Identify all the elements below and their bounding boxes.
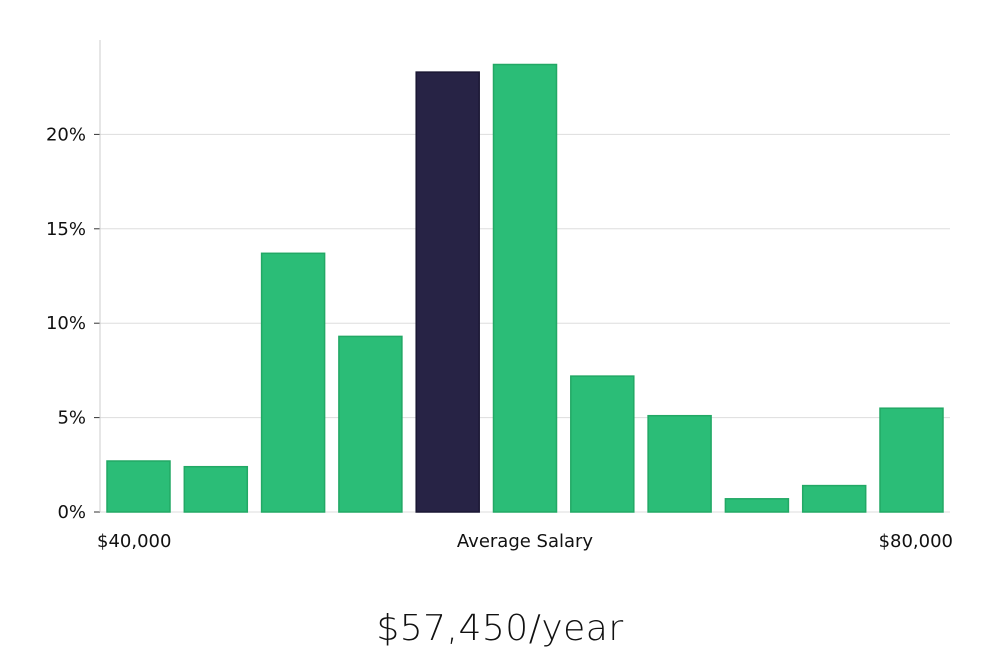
x-max-label: $80,000: [879, 531, 953, 552]
x-axis-title: Average Salary: [457, 531, 594, 552]
bar-highlighted-average: [415, 71, 480, 513]
bar: [724, 498, 790, 513]
bar: [570, 375, 635, 513]
bar: [106, 460, 171, 513]
salary-histogram: 0% 5% 10% 15% 20% $40,000 Average Salary $80…: [46, 40, 953, 552]
y-tick-label: 15%: [46, 219, 86, 240]
bars: [106, 63, 944, 513]
average-salary-value: $57,450/year: [376, 608, 624, 649]
bar: [492, 63, 558, 513]
y-tick-label: 0%: [57, 502, 86, 523]
bar: [879, 407, 944, 513]
y-tick-label: 5%: [57, 408, 86, 429]
y-axis-ticks: 0% 5% 10% 15% 20%: [46, 124, 100, 523]
x-min-label: $40,000: [97, 531, 171, 552]
y-tick-label: 10%: [46, 313, 86, 334]
bar: [183, 465, 249, 513]
bar: [801, 484, 867, 513]
bar: [260, 252, 326, 513]
y-tick-label: 20%: [46, 124, 86, 145]
bar: [647, 414, 712, 513]
bar: [338, 335, 403, 513]
